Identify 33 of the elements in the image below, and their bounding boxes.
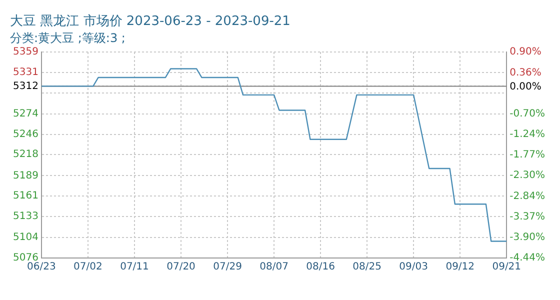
y-tick-label: 5274: [12, 108, 38, 120]
x-tick-label: 07/11: [120, 262, 149, 273]
y2-tick-label: 0.90%: [510, 46, 542, 58]
y-tick-label: 5104: [12, 232, 38, 244]
y2-tick-label: -3.37%: [510, 211, 546, 222]
x-tick-label: 08/16: [306, 262, 335, 273]
y-tick-label: 5218: [12, 149, 38, 160]
y2-tick-label: -1.77%: [510, 150, 546, 161]
x-tick-label: 09/03: [399, 262, 428, 273]
x-tick-label: 07/29: [213, 262, 242, 273]
y2-tick-label: -3.90%: [510, 232, 546, 243]
y2-tick-label: 0.00%: [510, 81, 542, 92]
x-tick-label: 06/23: [27, 262, 56, 273]
x-tick-label: 09/12: [446, 262, 475, 273]
chart-subtitle: 分类:黄大豆 ;等级:3 ;: [10, 30, 126, 45]
y-tick-label: 5312: [12, 80, 38, 92]
chart-title: 大豆 黑龙江 市场价 2023-06-23 - 2023-09-21: [10, 14, 290, 30]
y2-tick-label: -2.30%: [510, 170, 546, 182]
y-tick-label: 5359: [12, 46, 38, 58]
y2-tick-label: 0.36%: [510, 67, 542, 78]
y-tick-label: 5331: [12, 66, 38, 78]
y-tick-label: 5246: [12, 128, 38, 140]
y2-tick-label: -1.24%: [510, 129, 546, 140]
y-tick-label: 5161: [12, 190, 38, 202]
x-tick-label: 09/21: [492, 262, 522, 273]
x-tick-label: 08/25: [352, 262, 382, 273]
y-tick-label: 5133: [12, 211, 38, 222]
y2-tick-label: -0.70%: [510, 108, 546, 120]
x-tick-label: 07/20: [166, 262, 196, 273]
x-tick-label: 08/07: [260, 262, 288, 273]
y2-tick-label: -2.84%: [510, 190, 546, 202]
x-tick-label: 07/02: [74, 262, 102, 273]
y-tick-label: 5189: [12, 170, 38, 182]
